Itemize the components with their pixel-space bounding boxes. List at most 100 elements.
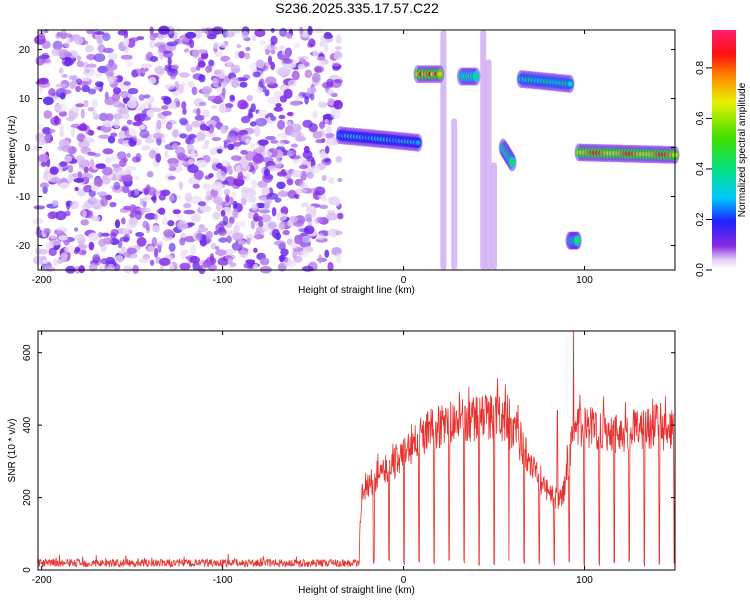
spectrogram-frame <box>37 29 676 271</box>
noise-blob <box>252 263 259 270</box>
noise-blob <box>169 195 175 202</box>
noise-blob <box>161 105 169 110</box>
noise-blob <box>335 46 342 51</box>
noise-blob <box>289 215 299 223</box>
noise-blob <box>185 124 193 132</box>
noise-blob <box>291 70 300 81</box>
noise-blob <box>121 126 128 132</box>
noise-blob <box>38 248 48 255</box>
noise-blob <box>220 125 229 134</box>
noise-blob <box>294 188 307 194</box>
noise-blob <box>262 156 274 163</box>
noise-blob <box>267 55 273 65</box>
noise-blob <box>140 145 151 151</box>
noise-blob <box>308 123 318 133</box>
noise-blob <box>83 99 89 108</box>
noise-blob <box>274 158 283 168</box>
noise-blob <box>264 202 270 209</box>
noise-blob <box>85 210 94 219</box>
noise-blob <box>243 262 254 269</box>
noise-blob <box>134 175 140 181</box>
noise-blob <box>154 41 167 49</box>
noise-blob <box>161 116 166 124</box>
noise-blob <box>190 66 197 73</box>
noise-blob <box>94 31 105 35</box>
noise-blob <box>253 247 258 253</box>
noise-blob <box>159 257 171 266</box>
noise-blob <box>307 42 314 48</box>
noise-blob <box>267 45 278 52</box>
noise-blob <box>312 72 321 83</box>
noise-blob <box>101 232 110 237</box>
noise-blob <box>95 163 107 170</box>
noise-blob <box>332 66 341 71</box>
noise-blob <box>76 125 88 131</box>
noise-blob <box>230 77 240 85</box>
noise-blob <box>318 254 323 264</box>
noise-blob <box>163 50 174 59</box>
noise-blob <box>273 106 284 112</box>
noise-blob <box>134 188 140 196</box>
snr-x-tick-label: 100 <box>576 575 593 586</box>
noise-blob <box>200 124 208 131</box>
noise-blob <box>232 232 244 241</box>
noise-blob <box>92 254 101 264</box>
noise-blob <box>218 42 230 48</box>
noise-blob <box>191 120 201 128</box>
noise-blob <box>75 103 85 108</box>
noise-blob <box>110 155 119 161</box>
noise-blob <box>94 72 102 78</box>
noise-blob <box>117 240 123 249</box>
noise-blob <box>196 131 206 141</box>
noise-blob <box>299 26 304 35</box>
noise-blob <box>144 100 151 106</box>
snr-frame <box>37 330 676 571</box>
noise-blob <box>186 222 195 227</box>
noise-blob <box>325 145 330 154</box>
noise-blob <box>306 172 312 177</box>
noise-blob <box>74 233 86 241</box>
noise-blob <box>324 158 331 163</box>
noise-blob <box>215 249 227 256</box>
spectrogram-features <box>335 65 680 250</box>
noise-blob <box>240 158 248 169</box>
noise-blob <box>146 109 155 118</box>
noise-blob <box>235 165 242 173</box>
noise-blob <box>96 191 108 197</box>
noise-blob <box>64 155 73 163</box>
noise-blob <box>216 85 221 93</box>
noise-blob <box>221 160 230 167</box>
noise-blob <box>330 109 341 119</box>
colorbar: 0.0 0.2 0.4 0.6 0.8 Normalized spectral ampl… <box>695 30 748 277</box>
noise-blob <box>166 41 178 47</box>
noise-blob <box>115 172 121 180</box>
noise-blob <box>229 96 236 103</box>
noise-blob <box>333 50 342 59</box>
noise-blob <box>129 204 137 214</box>
noise-blob <box>120 112 130 120</box>
noise-blob <box>210 158 220 164</box>
noise-blob <box>164 150 169 158</box>
noise-blob <box>158 193 166 201</box>
noise-blob <box>143 197 149 202</box>
feature-core <box>473 74 479 79</box>
noise-blob <box>64 246 70 253</box>
noise-blob <box>158 207 166 215</box>
noise-blob <box>255 117 267 127</box>
noise-blob <box>136 236 147 247</box>
noise-blob <box>149 56 159 62</box>
noise-blob <box>53 103 63 113</box>
noise-blob <box>194 114 205 121</box>
noise-blob <box>154 213 159 221</box>
noise-blob <box>110 229 119 237</box>
noise-blob <box>277 132 288 138</box>
noise-blob <box>304 69 313 79</box>
noise-blob <box>233 224 240 233</box>
noise-blob <box>337 178 343 182</box>
noise-blob <box>314 27 324 34</box>
noise-blob <box>111 163 121 168</box>
noise-blob <box>186 143 194 153</box>
noise-blob <box>86 63 97 68</box>
noise-blob <box>283 58 293 64</box>
noise-blob <box>75 85 81 93</box>
